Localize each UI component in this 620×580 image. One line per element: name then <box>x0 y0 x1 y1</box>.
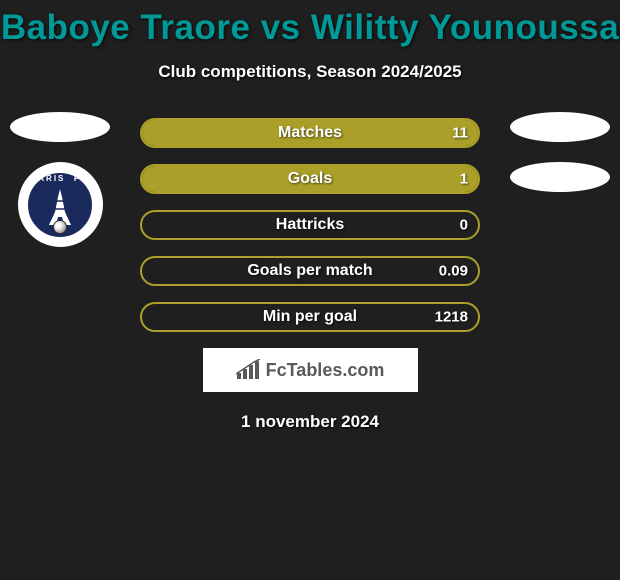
stat-value-right: 0.09 <box>439 263 468 280</box>
stat-label: Goals per match <box>247 262 372 280</box>
stat-row-goals-per-match: Goals per match 0.09 <box>140 256 480 286</box>
right-player-column <box>510 112 610 212</box>
stat-row-min-per-goal: Min per goal 1218 <box>140 302 480 332</box>
fctables-logo[interactable]: FcTables.com <box>203 348 418 392</box>
parisfc-badge: PARIS FC <box>18 162 103 247</box>
snapshot-date: 1 november 2024 <box>0 412 620 432</box>
stat-row-hattricks: Hattricks 0 <box>140 210 480 240</box>
right-player-club-badge-placeholder <box>510 162 610 192</box>
fctables-logo-text: FcTables.com <box>266 360 385 381</box>
right-player-avatar-placeholder <box>510 112 610 142</box>
stat-value-right: 0 <box>460 217 468 234</box>
stat-row-goals: Goals 1 <box>140 164 480 194</box>
stat-label: Goals <box>288 170 332 188</box>
subtitle: Club competitions, Season 2024/2025 <box>0 62 620 82</box>
stat-label: Matches <box>278 124 342 142</box>
stat-label: Min per goal <box>263 308 357 326</box>
ball-icon <box>53 220 67 234</box>
left-player-club-badge: PARIS FC <box>10 162 110 247</box>
bars-chart-icon <box>236 359 260 381</box>
comparison-container: PARIS FC Matches 11 <box>0 118 620 432</box>
stat-value-right: 1 <box>460 171 468 188</box>
stat-row-matches: Matches 11 <box>140 118 480 148</box>
badge-text: PARIS FC <box>28 174 92 183</box>
stat-value-right: 1218 <box>435 309 468 326</box>
left-player-column: PARIS FC <box>10 112 110 247</box>
stat-label: Hattricks <box>276 216 344 234</box>
stats-bars: Matches 11 Goals 1 Hattricks 0 Goals per… <box>140 118 480 332</box>
stat-value-right: 11 <box>452 125 468 142</box>
left-player-avatar-placeholder <box>10 112 110 142</box>
page-title: Baboye Traore vs Wilitty Younoussa <box>0 0 620 48</box>
